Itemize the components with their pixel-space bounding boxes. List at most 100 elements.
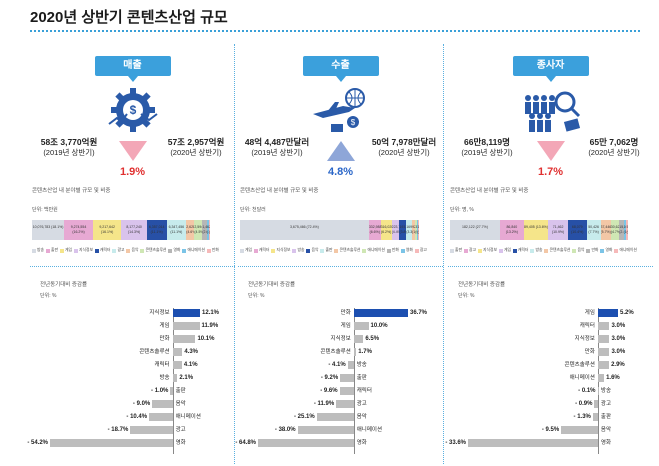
share-segment: 50,426 (7.7%) — [586, 220, 601, 240]
share-chart-title: 콘텐츠산업 내 분야별 규모 및 비중 — [450, 188, 529, 194]
share-segment: 71,462 (10.9%) — [548, 220, 568, 240]
share-segment: 92,574 (1.8%) — [412, 220, 416, 240]
share-bar: 10,076,783 (18.1%) 9,274,554 (16.2%) 9,217… — [32, 220, 210, 240]
previous-value: 58조 3,770억원 (2019년 상반기) — [40, 137, 98, 157]
growth-row: 콘텐츠솔루션 2.9% — [448, 360, 653, 371]
column-divider — [234, 44, 235, 464]
share-legend: 출판 광고 지식정보 게임 캐릭터 방송 콘텐츠솔루션 음악 만화 영화 애니메이션 — [450, 248, 650, 253]
growth-label: 캐릭터 — [356, 388, 372, 394]
growth-value: 3.0% — [611, 349, 626, 355]
growth-value: - 38.0% — [274, 427, 296, 433]
growth-bar — [353, 309, 408, 317]
legend-item: 애니메이션 — [362, 248, 385, 253]
growth-bar — [172, 361, 182, 369]
legend-item: 광고 — [464, 248, 476, 253]
share-segment: 3,675,466 (72.4%) — [240, 220, 369, 240]
growth-bar — [468, 439, 598, 447]
share-segment: 20,765 (0.4%) — [416, 220, 418, 240]
share-segment: 280,259 (0.5%) — [209, 220, 210, 240]
growth-row: 만화 3.0% — [448, 347, 653, 358]
growth-label: 출판 — [356, 375, 367, 381]
legend-item: 음악 — [126, 248, 138, 253]
growth-value: 11.9% — [201, 323, 219, 329]
share-segment: 182,122 (27.7%) — [450, 220, 500, 240]
growth-value: - 1.0% — [151, 388, 169, 394]
legend-item: 콘텐츠솔루션 — [544, 248, 570, 253]
decrease-arrow-icon — [118, 141, 147, 161]
share-segment: 10,811 (1.6%) — [623, 220, 627, 240]
legend-item: 게임 — [498, 248, 511, 253]
growth-bar — [149, 413, 173, 421]
growth-value: - 18.7% — [107, 427, 129, 433]
growth-label: 광고 — [175, 427, 186, 433]
growth-value: 6.5% — [365, 336, 380, 342]
title-divider — [30, 30, 640, 32]
legend-item: 영화 — [600, 248, 612, 253]
growth-label: 캐릭터 — [579, 323, 595, 329]
share-unit: 단위: 백만원 — [32, 207, 58, 213]
growth-bar — [561, 426, 598, 434]
growth-label: 방송 — [159, 375, 170, 381]
growth-label: 음악 — [600, 427, 612, 433]
share-segment: 316,020 (6.2%) — [380, 220, 392, 240]
share-segment: 694,159 (1.2%) — [206, 220, 210, 240]
growth-value: - 9.5% — [541, 427, 560, 433]
growth-row: 방송 2.1% — [30, 373, 235, 384]
growth-unit: 단위: % — [40, 293, 57, 299]
growth-bar-chart: 지식정보 12.1% 게임 11.9% 만화 10.1% 콘텐츠솔루션 4.3% 캐릭터 4.1%… — [27, 308, 235, 458]
legend-item: 광고 — [112, 248, 124, 253]
legend-item: 애니메이션 — [614, 248, 637, 253]
growth-label: 게임 — [584, 310, 595, 316]
growth-bar — [597, 361, 610, 369]
legend-item: 게임 — [240, 248, 252, 253]
growth-bar-chart: 게임 5.2% 캐릭터 3.0% 지식정보 3.0% 만화 3.0% 콘텐츠솔루션 2.9% 애니메… — [445, 308, 653, 458]
growth-label: 광고 — [600, 401, 612, 407]
share-segment: 9,217,642 (16.1%) — [92, 220, 122, 240]
decrease-arrow-icon — [536, 141, 565, 161]
growth-label: 출판 — [600, 414, 612, 420]
growth-value: 10.0% — [370, 323, 388, 329]
growth-bar — [597, 309, 618, 317]
section-badge: 매출 — [94, 56, 171, 82]
growth-row: 콘텐츠솔루션 4.3% — [30, 347, 235, 358]
growth-label: 방송 — [600, 388, 612, 394]
growth-value: - 25.1% — [293, 414, 315, 420]
growth-bar — [353, 322, 369, 330]
growth-row: 애니메이션 1.6% — [448, 373, 653, 384]
share-segment: 2,594,947 (4.5%) — [194, 220, 203, 240]
share-chart-title: 콘텐츠산업 내 분야별 규모 및 비중 — [32, 188, 111, 194]
growth-label: 애니메이션 — [356, 427, 383, 433]
growth-chart-title: 전년동기대비 증감률 — [248, 282, 296, 288]
change-percent: 4.8% — [327, 166, 354, 178]
growth-row: 광고 - 18.7% — [30, 425, 235, 436]
growth-value: - 9.2% — [320, 375, 339, 381]
growth-row: 게임 10.0% — [238, 321, 443, 332]
section-divider — [238, 266, 443, 267]
legend-item: 콘텐츠솔루션 — [334, 248, 360, 253]
growth-row: 만화 36.7% — [238, 308, 443, 319]
growth-row: 방송 - 4.1% — [238, 360, 443, 371]
growth-row: 애니메이션 - 10.4% — [30, 412, 235, 423]
change-percent: 1.7% — [537, 166, 564, 178]
growth-bar — [50, 439, 173, 447]
legend-item: 만화 — [586, 248, 598, 253]
share-segment: 15,887 (2.4%) — [619, 220, 624, 240]
growth-label: 만화 — [159, 336, 170, 342]
growth-value: 4.3% — [184, 349, 199, 355]
legend-item: 방송 — [32, 248, 44, 253]
growth-label: 방송 — [356, 362, 367, 368]
section-divider — [30, 266, 235, 267]
growth-value: 3.0% — [611, 323, 626, 329]
growth-row: 광고 - 0.9% — [448, 399, 653, 410]
share-segment: 34,031 (0.7%) — [415, 220, 417, 240]
growth-row: 지식정보 12.1% — [30, 308, 235, 319]
legend-item: 방송 — [292, 248, 304, 253]
growth-bar — [130, 426, 173, 434]
share-bar: 182,122 (27.7%) 86,840 (13.2%) 89,405 (13.… — [450, 220, 628, 240]
growth-unit: 단위: % — [248, 293, 265, 299]
current-value: 50억 7,978만달러 (2020년 상반기) — [371, 137, 437, 157]
section-badge: 수출 — [302, 56, 379, 82]
growth-value: - 54.2% — [27, 440, 48, 446]
growth-row: 게임 11.9% — [30, 321, 235, 332]
growth-value: 3.0% — [611, 336, 626, 342]
